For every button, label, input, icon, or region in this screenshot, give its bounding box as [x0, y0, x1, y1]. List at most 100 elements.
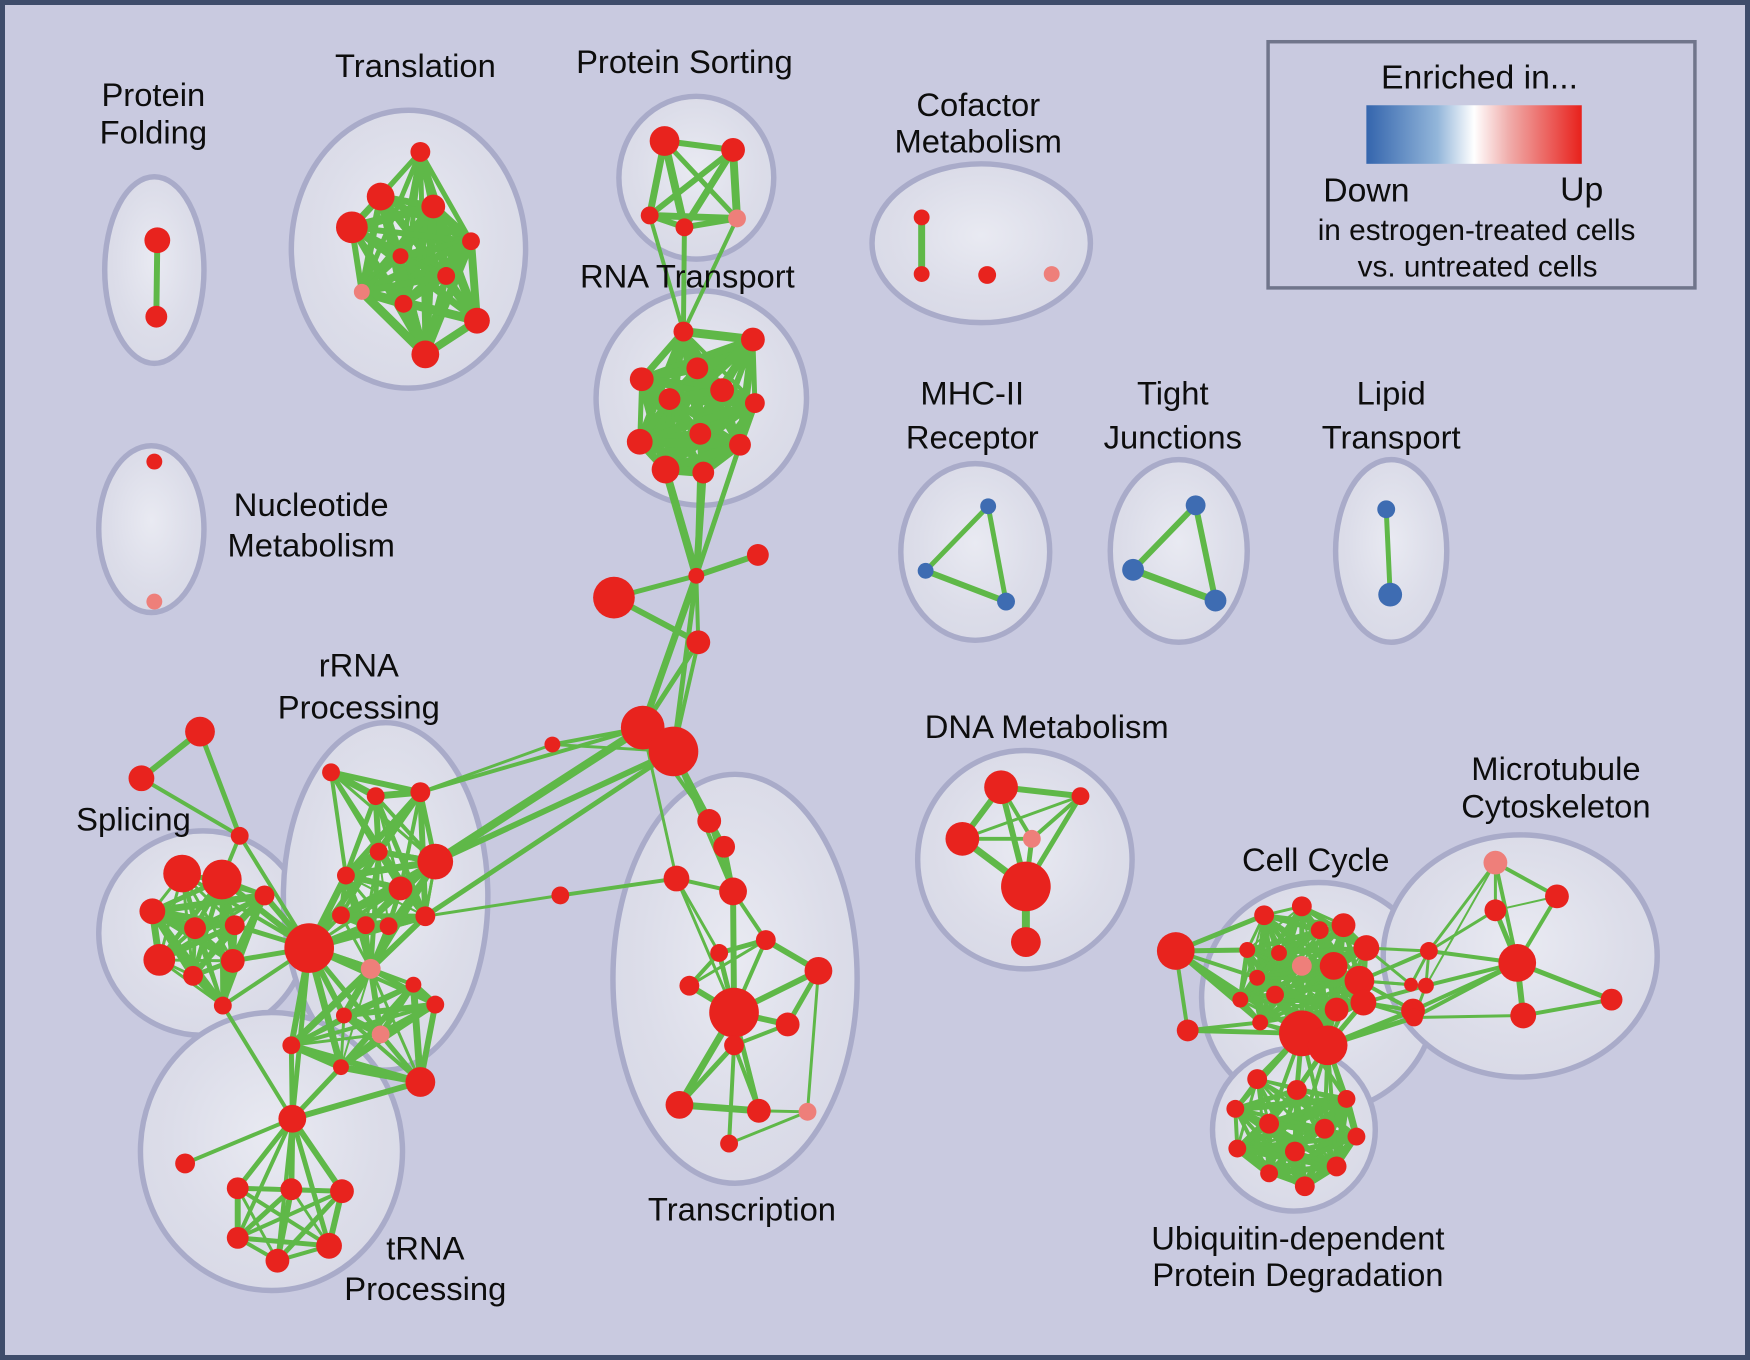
rrna-processing-node[interactable] — [388, 876, 413, 901]
cofactor-metabolism-node[interactable] — [913, 266, 930, 282]
links-node[interactable] — [746, 544, 769, 566]
dna-metabolism-node[interactable] — [984, 770, 1018, 805]
translation-node[interactable] — [394, 294, 413, 313]
microtubule-cytoskeleton-node[interactable] — [1405, 1008, 1423, 1027]
trna-processing-node[interactable] — [316, 1232, 342, 1259]
transcription-node[interactable] — [755, 930, 776, 950]
translation-node[interactable] — [462, 232, 480, 251]
protein-sorting-node[interactable] — [649, 126, 680, 156]
mhc-ii-receptor-node[interactable] — [997, 592, 1015, 611]
splicing-node[interactable] — [224, 915, 245, 936]
cell-cycle-node[interactable] — [1324, 997, 1349, 1022]
translation-node[interactable] — [411, 340, 440, 369]
transcription-node[interactable] — [679, 975, 700, 996]
dna-metabolism-node[interactable] — [1071, 787, 1090, 806]
cofactor-metabolism-node[interactable] — [1043, 266, 1060, 282]
rrna-processing-node[interactable] — [415, 906, 436, 927]
rrna-processing-node[interactable] — [322, 763, 340, 782]
rrna-processing-node[interactable] — [336, 866, 355, 885]
protein-folding-node[interactable] — [145, 305, 168, 328]
cell-cycle-node[interactable] — [1319, 951, 1348, 980]
rrna-processing-node[interactable] — [405, 1067, 436, 1097]
transcription-node[interactable] — [746, 1098, 771, 1123]
translation-node[interactable] — [421, 194, 446, 219]
dna-metabolism-node[interactable] — [1010, 927, 1041, 957]
cell-cycle-node[interactable] — [1331, 913, 1356, 938]
links-node[interactable] — [593, 576, 635, 619]
rrna-processing-node[interactable] — [335, 1007, 352, 1024]
tight-junctions-node[interactable] — [1185, 495, 1206, 516]
transcription-node[interactable] — [713, 835, 736, 858]
links-node[interactable] — [648, 726, 699, 777]
translation-node[interactable] — [392, 248, 409, 265]
rrna-processing-node[interactable] — [333, 1059, 349, 1076]
splicing-node[interactable] — [183, 965, 203, 986]
cell-cycle-node[interactable] — [1266, 985, 1284, 1004]
cell-cycle-node[interactable] — [1232, 991, 1249, 1008]
microtubule-cytoskeleton-node[interactable] — [1419, 942, 1438, 960]
transcription-node[interactable] — [775, 1012, 800, 1037]
rrna-processing-node[interactable] — [379, 917, 398, 936]
splicing-node[interactable] — [163, 854, 201, 893]
trna-processing-node[interactable] — [265, 1248, 290, 1273]
rrna-processing-node[interactable] — [405, 976, 422, 993]
protein-sorting-node[interactable] — [675, 218, 694, 237]
rna-transport-node[interactable] — [710, 378, 735, 403]
splicing-node[interactable] — [220, 949, 245, 973]
rrna-processing-node[interactable] — [282, 1036, 301, 1055]
microtubule-cytoskeleton-node[interactable] — [1484, 899, 1507, 922]
microtubule-cytoskeleton-node[interactable] — [1510, 1002, 1537, 1029]
protein-sorting-node[interactable] — [728, 209, 746, 228]
trna-processing-node[interactable] — [278, 1104, 307, 1133]
ubiquitin-degradation-node[interactable] — [1247, 1069, 1268, 1089]
transcription-node[interactable] — [724, 1035, 744, 1056]
trna-processing-node[interactable] — [175, 1153, 196, 1174]
translation-node[interactable] — [335, 211, 368, 244]
lipid-transport-node[interactable] — [1378, 582, 1403, 607]
lipid-transport-node[interactable] — [1377, 500, 1396, 519]
translation-node[interactable] — [366, 182, 395, 211]
cell-cycle-node[interactable] — [1252, 1014, 1269, 1031]
links-node[interactable] — [185, 716, 215, 747]
rrna-processing-node[interactable] — [284, 923, 335, 973]
rna-transport-node[interactable] — [626, 428, 653, 455]
protein-sorting-node[interactable] — [640, 206, 659, 225]
transcription-node[interactable] — [710, 944, 729, 962]
rna-transport-node[interactable] — [651, 455, 680, 484]
rna-transport-node[interactable] — [729, 433, 751, 456]
translation-node[interactable] — [353, 283, 370, 300]
splicing-node[interactable] — [143, 944, 176, 976]
translation-node[interactable] — [437, 267, 456, 285]
dna-metabolism-node[interactable] — [1001, 861, 1051, 912]
rrna-processing-node[interactable] — [410, 782, 431, 803]
ubiquitin-degradation-node[interactable] — [1326, 1156, 1347, 1177]
rna-transport-node[interactable] — [692, 461, 715, 484]
cell-cycle-node[interactable] — [1156, 932, 1195, 970]
rna-transport-node[interactable] — [673, 321, 694, 342]
ubiquitin-degradation-node[interactable] — [1314, 1118, 1335, 1139]
rna-transport-node[interactable] — [740, 327, 765, 352]
rrna-processing-node[interactable] — [356, 916, 375, 935]
microtubule-cytoskeleton-node[interactable] — [1483, 850, 1508, 875]
transcription-node[interactable] — [697, 809, 722, 833]
transcription-node[interactable] — [720, 1134, 739, 1153]
links-node[interactable] — [544, 736, 561, 753]
cell-cycle-node[interactable] — [1404, 977, 1418, 992]
ubiquitin-degradation-node[interactable] — [1228, 1139, 1247, 1158]
ubiquitin-degradation-node[interactable] — [1347, 1127, 1366, 1146]
cell-cycle-node[interactable] — [1291, 955, 1312, 976]
links-node[interactable] — [686, 630, 711, 655]
splicing-node[interactable] — [213, 996, 232, 1015]
cell-cycle-node[interactable] — [1310, 921, 1329, 940]
transcription-node[interactable] — [798, 1102, 817, 1121]
rna-transport-node[interactable] — [629, 367, 654, 392]
transcription-node[interactable] — [709, 987, 759, 1038]
cell-cycle-node[interactable] — [1353, 935, 1380, 961]
links-node[interactable] — [688, 567, 705, 584]
cell-cycle-node[interactable] — [1176, 1019, 1199, 1042]
rna-transport-node[interactable] — [744, 393, 765, 413]
ubiquitin-degradation-node[interactable] — [1284, 1141, 1305, 1162]
ubiquitin-degradation-node[interactable] — [1337, 1089, 1356, 1108]
protein-folding-node[interactable] — [144, 227, 171, 254]
cell-cycle-node[interactable] — [1350, 989, 1377, 1016]
